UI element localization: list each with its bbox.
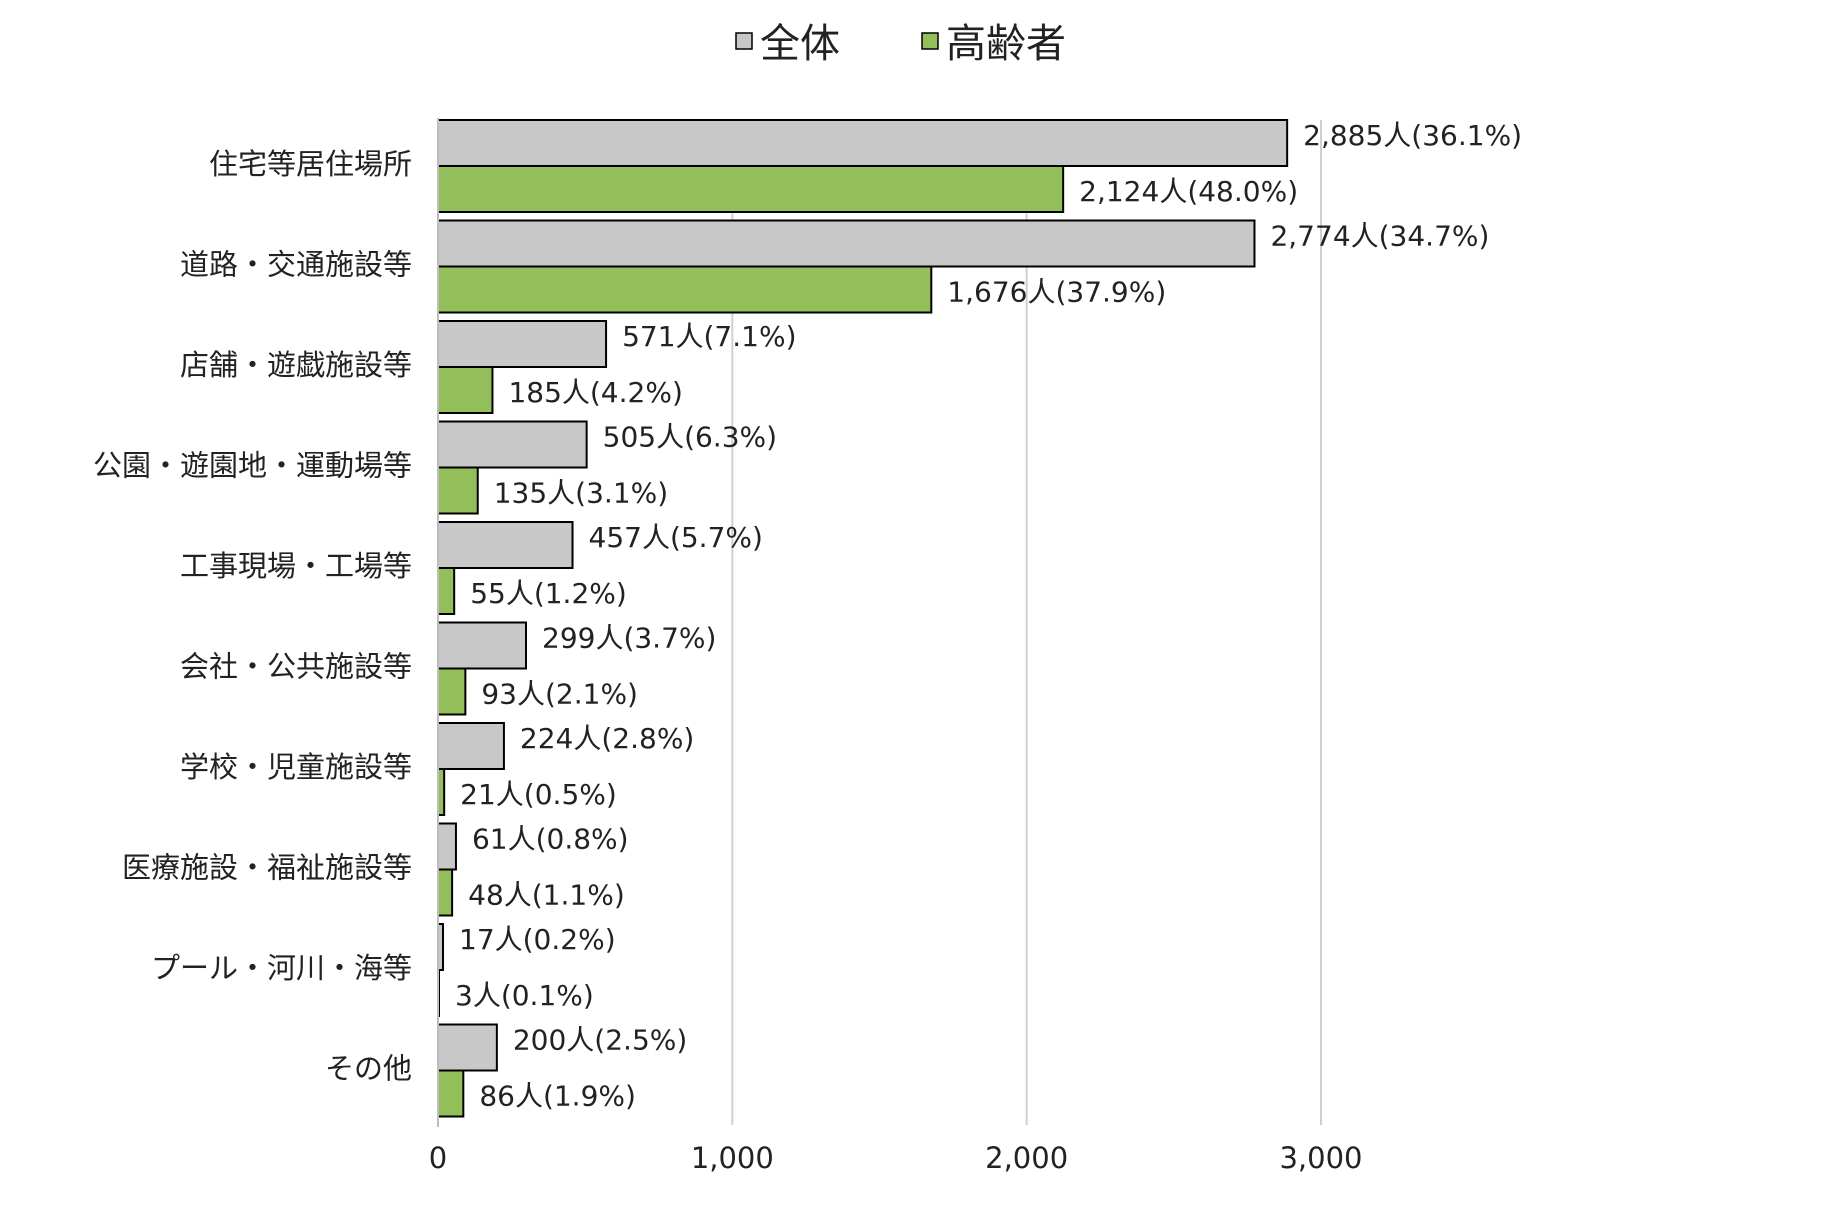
- x-tick-label-0: 0: [429, 1141, 447, 1175]
- data-label-overall-7: 61人(0.8%): [472, 823, 629, 856]
- bar-overall-3: [437, 420, 588, 469]
- data-label-elderly-1: 1,676人(37.9%): [947, 276, 1166, 309]
- bar-overall-1: [437, 219, 1256, 268]
- data-label-elderly-9: 86人(1.9%): [479, 1080, 636, 1113]
- data-label-elderly-4: 55人(1.2%): [470, 577, 627, 610]
- x-tick-label-3: 3,000: [1279, 1141, 1362, 1175]
- data-label-overall-5: 299人(3.7%): [542, 622, 716, 655]
- bar-elderly-0: [437, 165, 1065, 213]
- data-label-elderly-5: 93人(2.1%): [481, 678, 638, 711]
- legend-swatch-elderly: [921, 32, 939, 50]
- legend-swatch-overall: [735, 32, 753, 50]
- bars: [437, 119, 1289, 1118]
- data-label-overall-4: 457人(5.7%): [589, 521, 763, 554]
- bar-overall-5: [437, 621, 528, 670]
- category-labels: 住宅等居住場所道路・交通施設等店舗・遊戯施設等公園・遊園地・運動場等工事現場・工…: [93, 147, 412, 1086]
- x-tick-label-1: 1,000: [691, 1141, 774, 1175]
- bar-overall-0: [437, 119, 1289, 167]
- data-labels: 2,885人(36.1%)2,124人(48.0%) 2,774人(34.7%) 1…: [455, 119, 1522, 1113]
- data-label-overall-0: 2,885人(36.1%): [1303, 119, 1522, 152]
- data-label-elderly-3: 135人(3.1%): [494, 477, 668, 510]
- bar-elderly-9: [437, 1069, 465, 1118]
- category-label-8: プール・河川・海等: [151, 951, 412, 985]
- data-label-elderly-2: 185人(4.2%): [508, 376, 682, 409]
- category-label-2: 店舗・遊戯施設等: [180, 348, 412, 382]
- legend-label-overall: 全体: [760, 21, 840, 67]
- category-label-3: 公園・遊園地・運動場等: [93, 449, 412, 483]
- bar-elderly-3: [437, 466, 479, 515]
- bar-elderly-2: [437, 366, 494, 414]
- bar-elderly-7: [437, 868, 454, 917]
- category-label-4: 工事現場・工場等: [180, 549, 412, 583]
- bar-elderly-5: [437, 667, 467, 716]
- bar-overall-9: [437, 1023, 498, 1072]
- category-label-1: 道路・交通施設等: [180, 248, 412, 282]
- data-label-elderly-0: 2,124人(48.0%): [1079, 175, 1298, 208]
- data-label-overall-2: 571人(7.1%): [622, 320, 796, 353]
- data-label-overall-3: 505人(6.3%): [603, 421, 777, 454]
- category-label-5: 会社・公共施設等: [180, 650, 412, 684]
- category-label-0: 住宅等居住場所: [209, 147, 412, 181]
- bar-elderly-1: [437, 265, 933, 314]
- bar-overall-4: [437, 521, 574, 569]
- data-label-elderly-7: 48人(1.1%): [468, 879, 625, 912]
- x-tick-labels: 0 1,000 2,000 3,000: [429, 1141, 1363, 1175]
- data-label-overall-9: 200人(2.5%): [513, 1024, 687, 1057]
- bar-overall-6: [437, 722, 505, 770]
- data-label-overall-1: 2,774人(34.7%): [1270, 220, 1489, 253]
- bar-overall-7: [437, 822, 457, 871]
- bar-overall-2: [437, 320, 608, 368]
- data-label-overall-8: 17人(0.2%): [459, 923, 616, 956]
- legend: 全体 高齢者: [735, 21, 1066, 67]
- category-label-7: 医療施設・福祉施設等: [122, 851, 412, 885]
- x-tick-label-2: 2,000: [985, 1141, 1068, 1175]
- data-label-overall-6: 224人(2.8%): [520, 722, 694, 755]
- legend-label-elderly: 高齢者: [946, 21, 1066, 67]
- bar-elderly-4: [437, 567, 456, 615]
- category-label-9: その他: [325, 1052, 412, 1086]
- data-label-elderly-6: 21人(0.5%): [460, 778, 617, 811]
- data-label-elderly-8: 3人(0.1%): [455, 979, 594, 1012]
- category-label-6: 学校・児童施設等: [180, 750, 412, 784]
